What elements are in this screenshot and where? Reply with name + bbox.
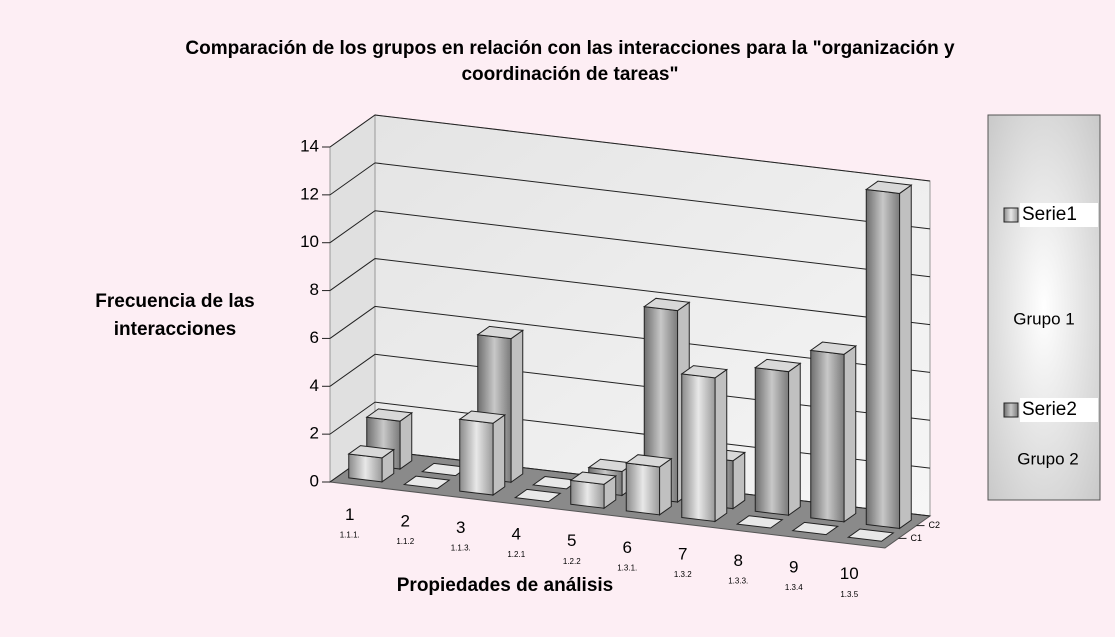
x-tick-sublabel: 1.1.2 bbox=[396, 537, 414, 546]
bar-top bbox=[476, 325, 525, 340]
depth-label: C2 bbox=[929, 520, 941, 530]
bar-top bbox=[791, 521, 840, 536]
bar bbox=[624, 454, 673, 516]
y-tick-label: 6 bbox=[310, 328, 319, 347]
x-tick-sublabel: 1.3.1. bbox=[617, 563, 637, 572]
x-tick-label: 3 bbox=[456, 518, 465, 537]
bar-top bbox=[809, 341, 858, 355]
bar-top bbox=[624, 454, 673, 468]
chart-title: Comparación de los grupos en relación co… bbox=[185, 38, 955, 85]
x-tick-label: 7 bbox=[678, 544, 687, 563]
bar-top bbox=[569, 471, 618, 485]
bar-front bbox=[348, 453, 383, 483]
bar-top bbox=[458, 410, 507, 424]
legend-swatch bbox=[1003, 207, 1019, 223]
x-tick-label: 1 bbox=[345, 505, 354, 524]
y-axis-label: Frecuencia de las interacciones bbox=[95, 291, 255, 340]
bar bbox=[809, 341, 858, 523]
depth-label: C1 bbox=[911, 533, 923, 543]
bar-side bbox=[714, 368, 728, 523]
bar-side bbox=[843, 345, 857, 523]
bar bbox=[458, 410, 507, 497]
x-tick-label: 9 bbox=[789, 558, 798, 577]
grid-line bbox=[329, 258, 931, 326]
legend-text-bg bbox=[1020, 398, 1098, 422]
bar-front bbox=[754, 367, 790, 516]
y-tick-label: 14 bbox=[300, 136, 319, 155]
y-tick-label: 8 bbox=[310, 280, 319, 299]
y-tick-label: 2 bbox=[310, 424, 319, 443]
bar bbox=[347, 445, 396, 483]
grid-line bbox=[329, 305, 931, 373]
bar bbox=[864, 180, 913, 530]
bar-side bbox=[510, 329, 524, 484]
x-tick-label: 4 bbox=[512, 525, 521, 544]
bar-front bbox=[810, 349, 845, 523]
legend-group: Grupo 1 bbox=[1013, 309, 1074, 328]
y-tick-label: 10 bbox=[300, 232, 319, 251]
bar-top bbox=[753, 358, 802, 373]
bar-side bbox=[659, 457, 672, 516]
bar-top bbox=[513, 488, 562, 503]
grid-line bbox=[329, 353, 931, 421]
bar-front bbox=[459, 418, 494, 496]
x-tick-sublabel: 1.2.1 bbox=[507, 550, 525, 559]
bar-top bbox=[365, 408, 414, 422]
bar-front bbox=[625, 462, 661, 516]
legend-label: Serie2 bbox=[1022, 399, 1077, 420]
bar bbox=[513, 488, 562, 503]
bar bbox=[569, 471, 618, 510]
x-tick-sublabel: 1.2.2 bbox=[563, 557, 581, 566]
x-axis-label: Propiedades de análisis bbox=[396, 575, 614, 596]
legend-box bbox=[987, 114, 1101, 501]
bar-side bbox=[732, 451, 746, 510]
y-tick-label: 0 bbox=[310, 471, 319, 490]
bar-front bbox=[570, 479, 605, 509]
bar-front bbox=[865, 188, 901, 530]
x-tick-sublabel: 1.1.3. bbox=[451, 544, 471, 553]
bar bbox=[753, 358, 802, 517]
bar-top bbox=[846, 528, 895, 542]
bar bbox=[402, 475, 451, 489]
bar-side bbox=[399, 411, 413, 471]
grid-line bbox=[329, 210, 931, 278]
y-tick-label: 12 bbox=[300, 184, 319, 203]
bar bbox=[846, 528, 895, 542]
bar bbox=[735, 515, 784, 529]
legend-swatch bbox=[1003, 402, 1019, 418]
legend-label: Serie1 bbox=[1022, 204, 1077, 225]
x-tick-sublabel: 1.3.5 bbox=[840, 590, 858, 599]
bar-front bbox=[681, 373, 716, 523]
legend-group: Grupo 2 bbox=[1017, 449, 1078, 468]
bar-top bbox=[864, 180, 913, 194]
bar-top bbox=[347, 445, 396, 459]
legend-text-bg bbox=[1020, 203, 1098, 227]
y-tick-label: 4 bbox=[310, 376, 319, 395]
x-tick-label: 5 bbox=[567, 531, 576, 550]
bar bbox=[791, 521, 840, 536]
grid-line bbox=[329, 162, 931, 230]
x-tick-label: 2 bbox=[401, 511, 410, 530]
grid-line bbox=[329, 114, 931, 182]
grid-line bbox=[329, 401, 931, 469]
x-tick-label: 10 bbox=[840, 564, 859, 583]
x-tick-sublabel: 1.1.1. bbox=[340, 530, 360, 539]
bar-top bbox=[642, 297, 691, 312]
x-tick-sublabel: 1.3.3. bbox=[728, 577, 748, 586]
bar bbox=[680, 365, 729, 523]
bar-top bbox=[402, 475, 451, 489]
x-tick-label: 8 bbox=[734, 551, 743, 570]
bar-side bbox=[492, 413, 506, 497]
bar-top bbox=[735, 515, 784, 529]
bar-top bbox=[680, 365, 729, 379]
bar-side bbox=[899, 184, 912, 530]
x-tick-label: 6 bbox=[623, 538, 632, 557]
x-tick-sublabel: 1.3.4 bbox=[785, 583, 803, 592]
bar-side bbox=[788, 362, 801, 517]
x-tick-sublabel: 1.3.2 bbox=[674, 570, 692, 579]
